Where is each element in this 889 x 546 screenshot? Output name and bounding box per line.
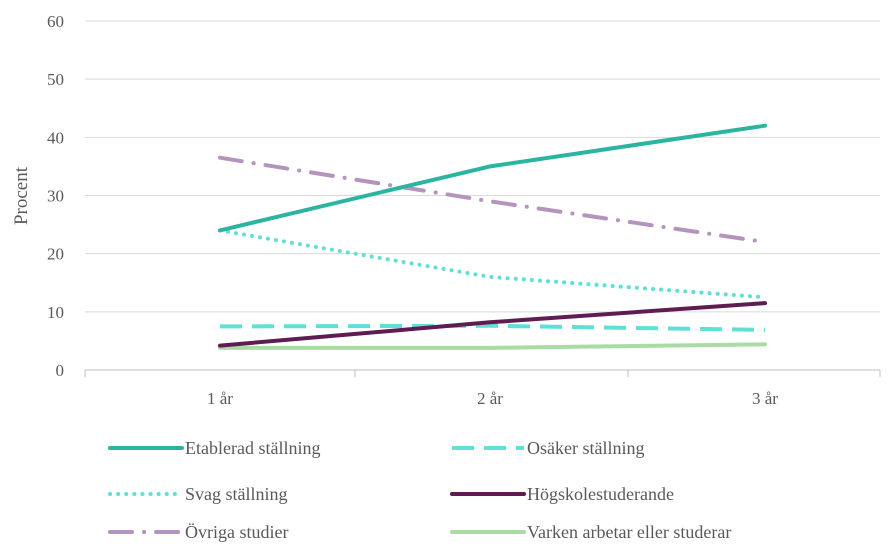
y-tick-label: 40 — [47, 128, 64, 147]
y-tick-label: 10 — [47, 303, 64, 322]
x-tick-labels: 1 år 2 år 3 år — [207, 389, 778, 408]
y-tick-label: 50 — [47, 70, 64, 89]
x-tick-label: 2 år — [477, 389, 503, 408]
legend-label: Osäker ställning — [527, 438, 644, 458]
legend-label: Svag ställning — [185, 484, 288, 504]
y-tick-labels: 0 10 20 30 40 50 60 — [47, 12, 64, 380]
y-axis-title: Procent — [11, 166, 32, 225]
series-lines — [218, 123, 767, 350]
gridlines — [85, 20, 880, 313]
series-line-4 — [218, 155, 767, 244]
series-line-5 — [218, 342, 767, 350]
y-tick-label: 20 — [47, 245, 64, 264]
series-line-2 — [218, 228, 767, 300]
y-tick-label: 60 — [47, 12, 64, 31]
legend-label: Högskolestuderande — [527, 484, 674, 504]
series-line-0 — [218, 123, 767, 233]
y-tick-label: 0 — [56, 361, 65, 380]
legend-label: Övriga studier — [185, 522, 288, 542]
legend-label: Varken arbetar eller studerar — [527, 522, 731, 542]
x-tick-label: 3 år — [752, 389, 778, 408]
x-tick-label: 1 år — [207, 389, 233, 408]
x-axis — [84, 369, 881, 377]
legend-label: Etablerad ställning — [185, 438, 320, 458]
series-line-1 — [219, 323, 766, 332]
y-tick-label: 30 — [47, 187, 64, 206]
legend: Etablerad ställning Osäker ställning Svag … — [108, 438, 731, 542]
series-line-3 — [218, 301, 767, 348]
